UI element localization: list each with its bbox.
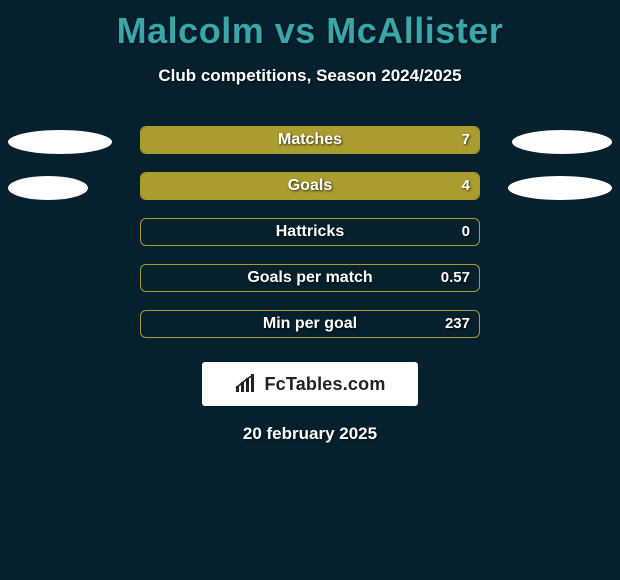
stat-row: Matches 7: [0, 126, 620, 154]
bar-track: [140, 218, 480, 246]
page-title: Malcolm vs McAllister: [0, 0, 620, 52]
bar-chart-icon: [234, 374, 258, 394]
stat-row: Hattricks 0: [0, 218, 620, 246]
stat-row: Goals per match 0.57: [0, 264, 620, 292]
brand-text: FcTables.com: [264, 374, 385, 395]
page-subtitle: Club competitions, Season 2024/2025: [0, 66, 620, 86]
left-ellipse: [8, 130, 112, 154]
bar-track: [140, 310, 480, 338]
bar-fill: [141, 173, 479, 199]
left-ellipse: [8, 176, 88, 200]
brand-badge[interactable]: FcTables.com: [202, 362, 418, 406]
footer-date: 20 february 2025: [0, 424, 620, 444]
right-ellipse: [508, 176, 612, 200]
bar-track: [140, 172, 480, 200]
stat-row: Goals 4: [0, 172, 620, 200]
right-ellipse: [512, 130, 612, 154]
stats-list: Matches 7 Goals 4 Hattricks 0 Goals per …: [0, 126, 620, 338]
bar-fill: [141, 127, 479, 153]
bar-track: [140, 126, 480, 154]
bar-track: [140, 264, 480, 292]
stat-row: Min per goal 237: [0, 310, 620, 338]
